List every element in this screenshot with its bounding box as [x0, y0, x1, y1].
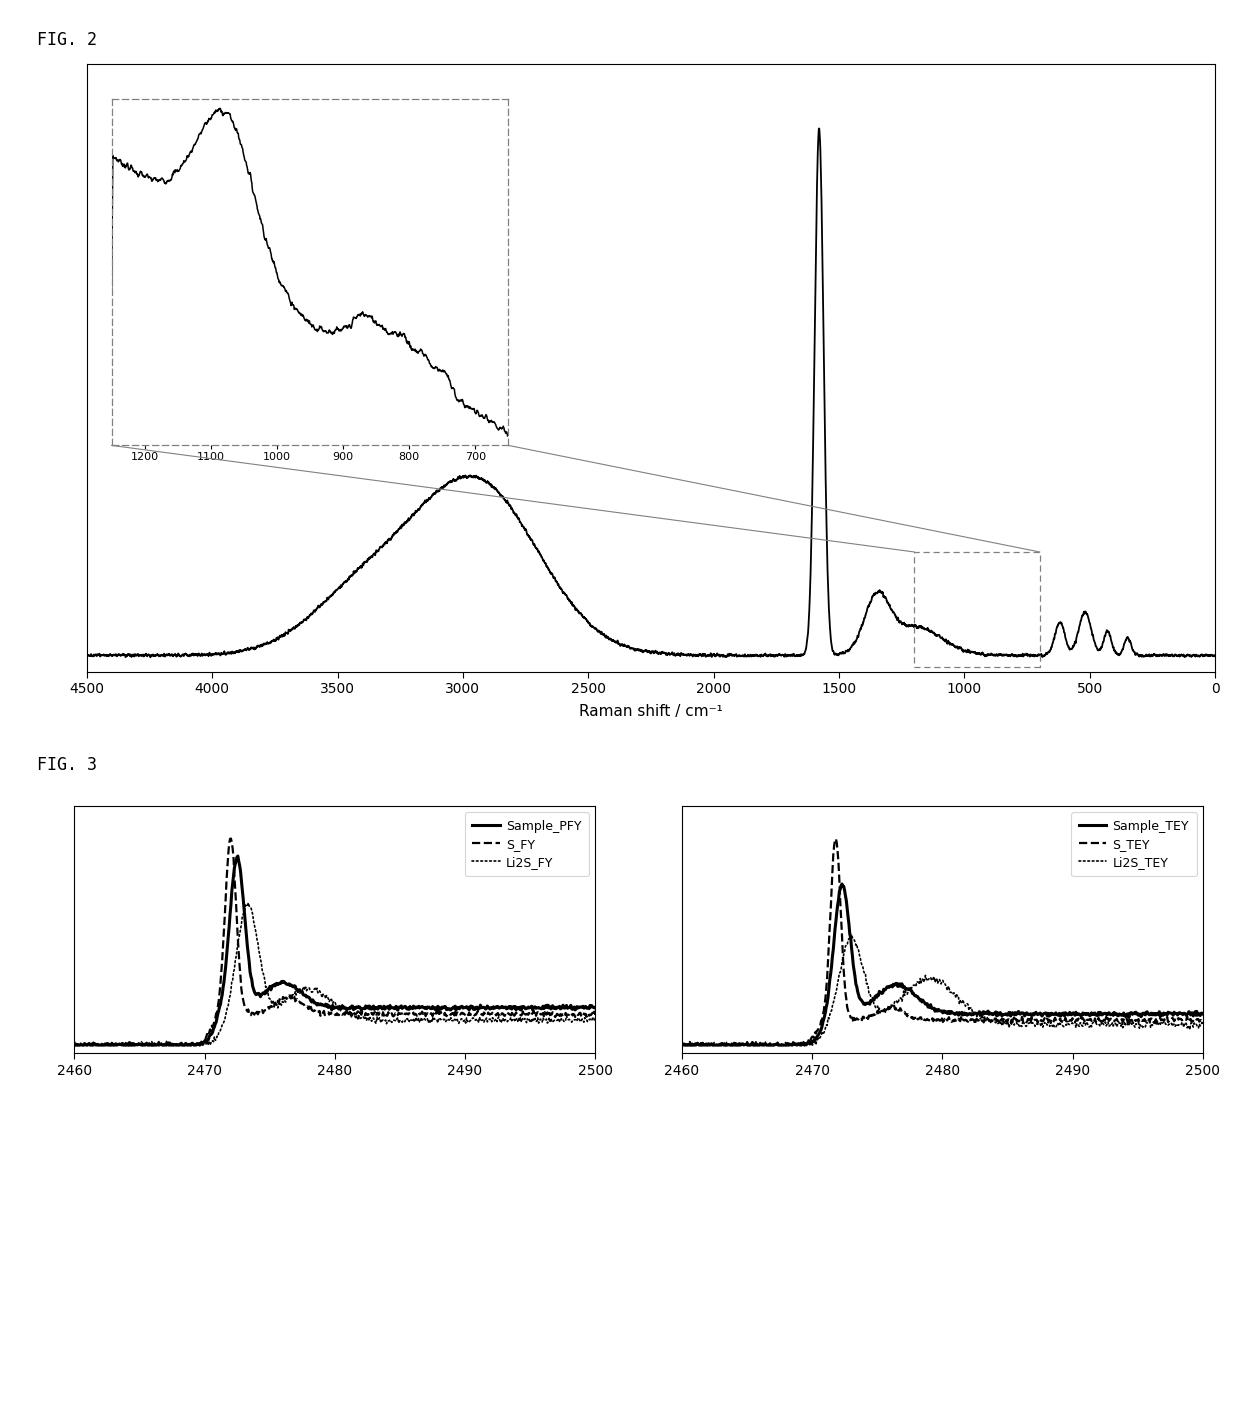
Line: Sample_PFY: Sample_PFY [74, 855, 595, 1045]
Li2S_TEY [1195, 1015, 1210, 1032]
Li2S_FY [159, 1032, 174, 1049]
S_FY [223, 830, 238, 847]
Sample_PFY [417, 1000, 432, 1017]
Sample_TEY [982, 1004, 997, 1021]
Sample_PFY [202, 1028, 217, 1045]
S_FY [67, 1036, 82, 1053]
Sample_TEY [835, 875, 849, 892]
Text: FIG. 2: FIG. 2 [37, 31, 97, 49]
S_FY [304, 998, 319, 1015]
S_TEY [1068, 1014, 1083, 1031]
Sample_TEY [675, 1036, 689, 1053]
Sample_TEY [808, 1029, 823, 1046]
Li2S_TEY [982, 1011, 997, 1028]
Li2S_FY [415, 1011, 430, 1028]
Sample_PFY [304, 994, 319, 1011]
Li2S_TEY [1023, 1015, 1038, 1032]
Li2S_FY [241, 894, 255, 911]
S_FY [588, 1007, 603, 1024]
S_TEY [766, 1036, 781, 1053]
Sample_PFY [461, 998, 476, 1015]
Li2S_TEY [766, 1036, 781, 1053]
Line: S_TEY: S_TEY [682, 839, 1203, 1045]
Line: S_FY: S_FY [74, 839, 595, 1045]
S_TEY [1023, 1015, 1038, 1032]
Li2S_FY [588, 1010, 603, 1027]
Sample_TEY [911, 990, 926, 1007]
Sample_TEY [1068, 1007, 1083, 1024]
Sample_PFY [588, 998, 603, 1015]
S_TEY [675, 1036, 689, 1053]
S_TEY [982, 1012, 997, 1029]
Legend: Sample_TEY, S_TEY, Li2S_TEY: Sample_TEY, S_TEY, Li2S_TEY [1071, 812, 1197, 877]
S_TEY [828, 830, 843, 847]
S_FY [159, 1036, 174, 1053]
Sample_TEY [1023, 1005, 1038, 1022]
Li2S_TEY [1068, 1014, 1083, 1031]
Sample_TEY [1195, 1005, 1210, 1022]
Li2S_TEY [843, 926, 858, 943]
S_FY [460, 1005, 475, 1022]
Li2S_TEY [808, 1036, 823, 1053]
Line: Li2S_FY: Li2S_FY [74, 902, 595, 1045]
Line: Sample_TEY: Sample_TEY [682, 884, 1203, 1045]
Li2S_TEY [675, 1036, 689, 1053]
X-axis label: Raman shift / cm⁻¹: Raman shift / cm⁻¹ [579, 704, 723, 720]
Text: FIG. 3: FIG. 3 [37, 756, 97, 775]
Legend: Sample_PFY, S_FY, Li2S_FY: Sample_PFY, S_FY, Li2S_FY [465, 812, 589, 877]
Sample_PFY [67, 1035, 82, 1052]
Li2S_FY [201, 1036, 216, 1053]
S_TEY [1195, 1011, 1210, 1028]
Bar [914, 551, 1039, 667]
S_TEY [911, 1011, 926, 1028]
Li2S_FY [304, 983, 319, 1000]
Sample_PFY [376, 1000, 391, 1017]
Li2S_FY [460, 1012, 475, 1029]
S_FY [374, 1007, 389, 1024]
Li2S_FY [67, 1036, 82, 1053]
Li2S_TEY [911, 974, 926, 991]
Sample_PFY [160, 1035, 175, 1052]
Sample_TEY [766, 1036, 781, 1053]
Sample_PFY [68, 1036, 83, 1053]
Sample_PFY [231, 847, 246, 864]
S_TEY [808, 1025, 823, 1042]
S_FY [201, 1027, 216, 1044]
Line: Li2S_TEY: Li2S_TEY [682, 935, 1203, 1045]
Li2S_FY [374, 1011, 389, 1028]
S_FY [415, 1005, 430, 1022]
